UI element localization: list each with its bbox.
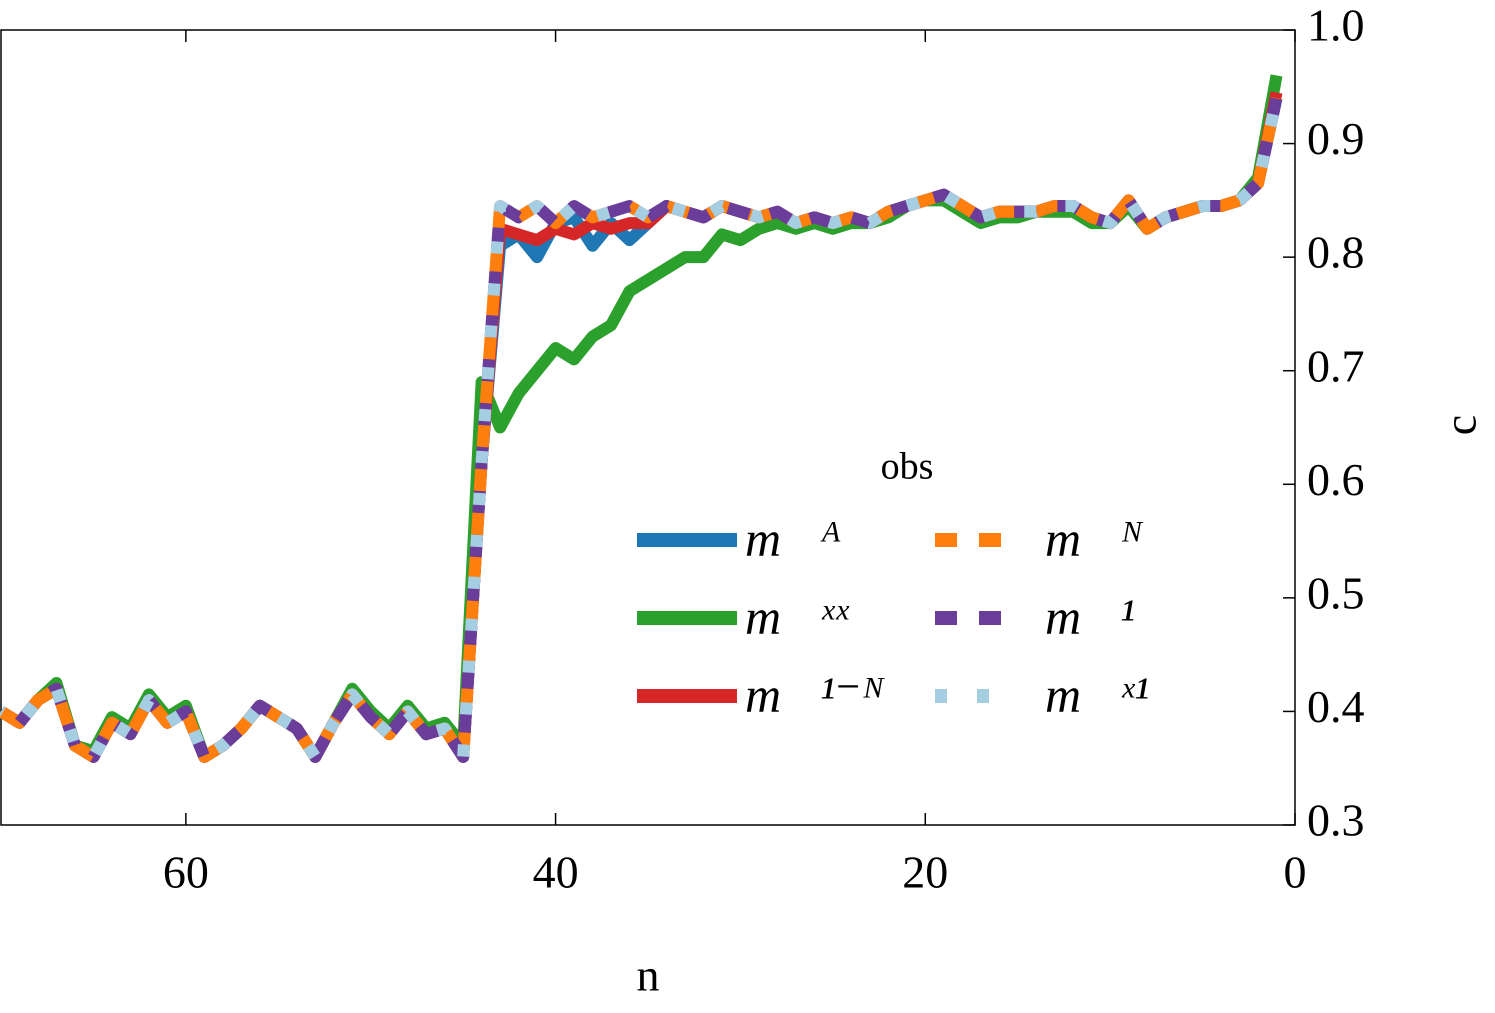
x-tick-label: 0 [1284,847,1307,898]
legend-label: m⃗¹ [1045,588,1135,644]
legend-label: m⃗ˣ¹ [1045,666,1149,722]
y-tick-label: 0.4 [1307,681,1365,732]
series-line [0,96,1283,763]
y-tick-label: 0.8 [1307,227,1365,278]
legend-title: obs [881,446,934,488]
y-tick-label: 1.0 [1307,0,1365,51]
x-tick-label: 60 [163,847,209,898]
series-line [0,74,1283,763]
series-line [0,96,1283,763]
legend-label: m⃗ˣˣ [745,588,850,644]
series-line [0,96,1283,763]
legend-label: m⃗ᴺ [1045,510,1144,566]
y-tick-label: 0.7 [1307,340,1365,391]
y-tick-label: 0.6 [1307,454,1365,505]
y-tick-label: 0.9 [1307,113,1365,164]
y-tick-label: 0.3 [1307,795,1365,846]
series-line [0,96,1283,763]
legend-label: m⃗¹⁻ᴺ [745,666,885,722]
y-tick-label: 0.5 [1307,567,1365,618]
y-axis-label: c [1435,415,1486,435]
plot-frame [0,29,1296,826]
legend-label: m⃗ᴬ [745,510,841,566]
x-tick-label: 40 [533,847,579,898]
series-line [0,91,1283,763]
x-axis-label: n [637,950,660,1001]
x-tick-label: 20 [902,847,948,898]
